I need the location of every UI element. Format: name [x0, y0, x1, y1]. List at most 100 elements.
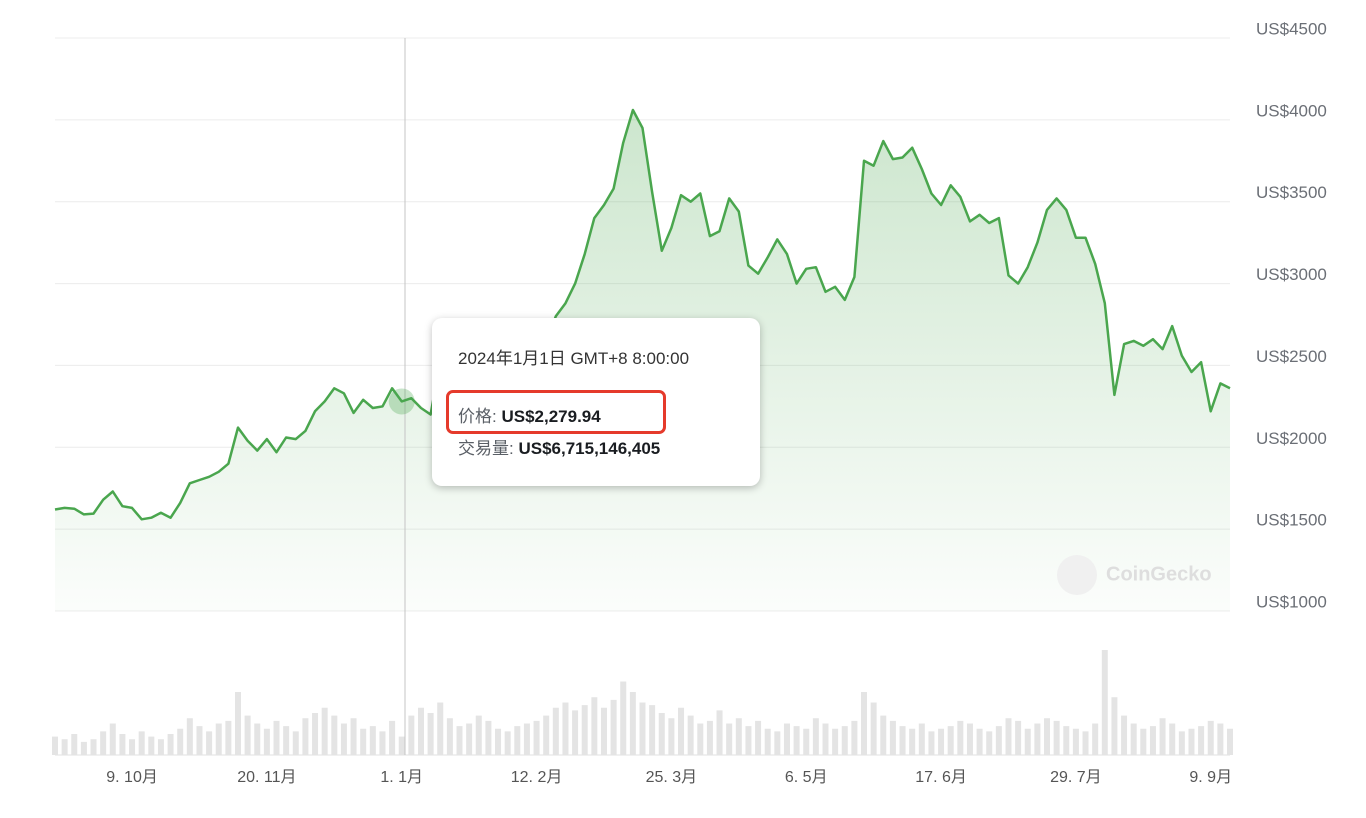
- volume-bar: [350, 718, 357, 755]
- x-tick-label: 25. 3月: [646, 769, 698, 786]
- volume-bar: [668, 718, 675, 755]
- price-label: 价格:: [458, 407, 497, 426]
- volume-bar: [475, 715, 482, 755]
- volume-bar: [880, 715, 887, 755]
- volume-bar: [600, 707, 607, 755]
- volume-bar: [572, 710, 579, 755]
- volume-bar: [417, 707, 424, 755]
- volume-bar: [206, 731, 213, 755]
- volume-bar: [504, 731, 511, 755]
- volume-bar: [803, 728, 810, 755]
- y-tick-label: US$3000: [1256, 265, 1327, 284]
- volume-bar: [533, 720, 540, 755]
- volume-bar: [1140, 728, 1147, 755]
- volume-bar: [398, 736, 405, 755]
- volume-bar: [514, 726, 521, 755]
- volume-bar: [1024, 728, 1031, 755]
- volume-bar: [1149, 726, 1156, 755]
- y-tick-label: US$2000: [1256, 429, 1327, 448]
- volume-bar: [1227, 728, 1233, 755]
- volume-bar: [793, 726, 800, 755]
- volume-bar: [71, 734, 78, 755]
- volume-bar: [129, 739, 136, 755]
- volume-bar: [851, 720, 858, 755]
- volume-value: US$6,715,146,405: [518, 439, 661, 458]
- watermark: CoinGecko: [1057, 555, 1212, 595]
- volume-bar: [543, 715, 550, 755]
- volume-bar: [764, 728, 771, 755]
- x-tick-label: 17. 6月: [915, 769, 967, 786]
- volume-bar: [321, 707, 328, 755]
- volume-bar: [196, 726, 203, 755]
- volume-bar: [273, 720, 280, 755]
- x-tick-label: 20. 11月: [237, 769, 296, 786]
- tooltip-date: 2024年1月1日 GMT+8 8:00:00: [458, 349, 690, 368]
- volume-bar: [783, 723, 790, 755]
- volume-bar: [966, 723, 973, 755]
- volume-bar: [1005, 718, 1012, 755]
- volume-bar: [148, 736, 155, 755]
- volume-bar: [1159, 718, 1166, 755]
- volume-bar: [186, 718, 193, 755]
- volume-bar: [735, 718, 742, 755]
- volume-bar: [774, 731, 781, 755]
- volume-bar: [812, 718, 819, 755]
- volume-bar: [620, 681, 627, 755]
- volume-bar: [938, 728, 945, 755]
- y-tick-label: US$4000: [1256, 101, 1327, 120]
- y-tick-label: US$1000: [1256, 592, 1327, 611]
- x-tick-label: 1. 1月: [380, 769, 423, 786]
- volume-bar: [1198, 726, 1205, 755]
- volume-bar: [109, 723, 116, 755]
- volume-bar: [379, 731, 386, 755]
- x-tick-label: 6. 5月: [785, 769, 828, 786]
- volume-bar: [360, 728, 367, 755]
- volume-bar: [495, 728, 502, 755]
- volume-bar: [562, 702, 569, 755]
- price-line: [54, 108, 1231, 521]
- volume-bar: [340, 723, 347, 755]
- volume-bar: [389, 720, 396, 755]
- volume-bar: [1217, 723, 1224, 755]
- volume-bar: [1082, 731, 1089, 755]
- volume-bar: [639, 702, 646, 755]
- volume-bar: [331, 715, 338, 755]
- volume-bar: [610, 699, 617, 755]
- volume-bar: [485, 720, 492, 755]
- volume-bar: [157, 739, 164, 755]
- volume-bar: [1072, 728, 1079, 755]
- volume-bar: [841, 726, 848, 755]
- volume-bar: [234, 692, 241, 755]
- volume-bar: [832, 728, 839, 755]
- tooltip: 2024年1月1日 GMT+8 8:00:00 价格: US$2,279.94 …: [432, 318, 760, 486]
- x-tick-label: 29. 7月: [1050, 769, 1102, 786]
- volume-bar: [80, 741, 87, 755]
- watermark-text: CoinGecko: [1106, 563, 1212, 585]
- volume-bar: [1015, 720, 1022, 755]
- volume-bar: [52, 736, 58, 755]
- volume-bar: [1053, 720, 1060, 755]
- volume-bar: [263, 728, 270, 755]
- hover-point: [388, 388, 415, 415]
- y-tick-label: US$3500: [1256, 183, 1327, 202]
- watermark-logo: [1057, 555, 1097, 595]
- volume-bar: [986, 731, 993, 755]
- highlight-box: [446, 390, 666, 434]
- volume-bar: [302, 718, 309, 755]
- volume-bar: [755, 720, 762, 755]
- volume-bar: [177, 728, 184, 755]
- tooltip-volume: 交易量: US$6,715,146,405: [458, 434, 660, 459]
- volume-bar: [1130, 723, 1137, 755]
- volume-bar: [745, 726, 752, 755]
- y-tick-label: US$1500: [1256, 511, 1327, 530]
- volume-bar: [822, 723, 829, 755]
- volume-bar: [552, 707, 559, 755]
- x-tick-label: 9. 10月: [106, 769, 158, 786]
- volume-bar: [90, 739, 97, 755]
- volume-bar: [716, 710, 723, 755]
- volume-bar: [918, 723, 925, 755]
- volume-bar: [1207, 720, 1214, 755]
- volume-bar: [995, 726, 1002, 755]
- volume-bar: [1034, 723, 1041, 755]
